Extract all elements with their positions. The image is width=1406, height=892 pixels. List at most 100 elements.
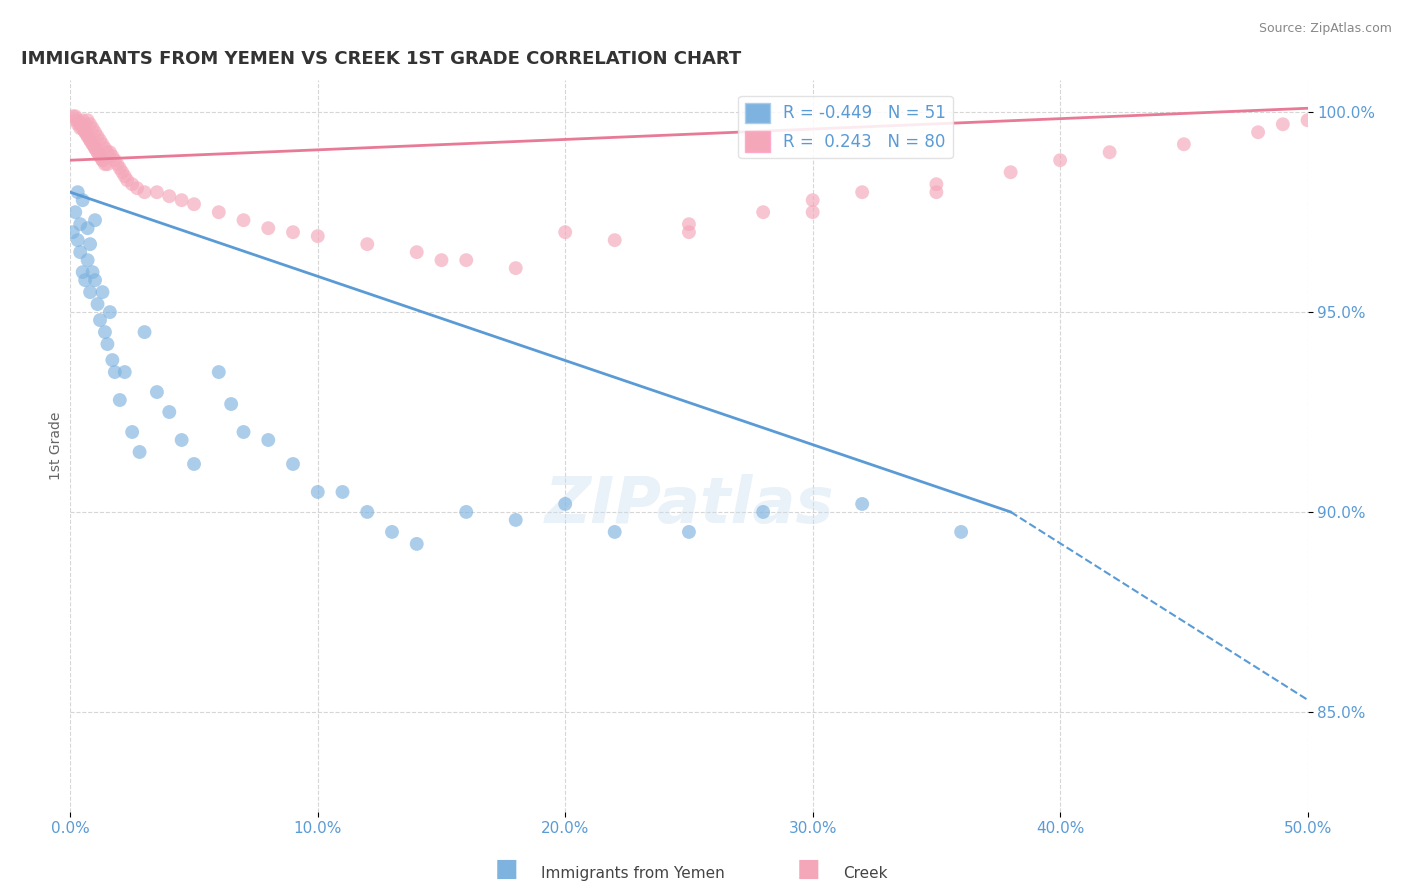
Point [678,217,700,231]
Point [84,273,107,287]
Point [84,125,107,139]
Point [96,157,118,171]
Text: IMMIGRANTS FROM YEMEN VS CREEK 1ST GRADE CORRELATION CHART: IMMIGRANTS FROM YEMEN VS CREEK 1ST GRADE… [21,50,741,68]
Point [115,173,138,187]
Point [108,161,131,176]
Point [86,297,108,311]
Y-axis label: 1st Grade: 1st Grade [49,412,63,480]
Point [925,185,948,199]
Point [1098,145,1121,160]
Point [65,109,87,123]
Point [801,205,824,219]
Point [104,365,127,379]
Point [332,485,354,500]
Text: Source: ZipAtlas.com: Source: ZipAtlas.com [1258,22,1392,36]
Point [94,325,117,339]
Point [170,433,193,447]
Point [603,524,626,539]
Point [208,365,231,379]
Point [121,425,143,439]
Point [69,245,91,260]
Point [82,137,104,152]
Point [281,225,304,239]
Point [104,153,127,168]
Point [1271,117,1294,131]
Legend: R = -0.449   N = 51, R =  0.243   N = 80: R = -0.449 N = 51, R = 0.243 N = 80 [738,96,953,158]
Point [1000,165,1022,179]
Point [69,217,91,231]
Point [752,205,775,219]
Point [101,353,124,368]
Point [66,185,89,199]
Point [219,397,242,411]
Point [89,313,111,327]
Point [157,189,180,203]
Point [307,485,329,500]
Point [89,133,111,147]
Point [72,193,94,207]
Point [76,113,98,128]
Point [91,153,114,168]
Point [950,524,973,539]
Point [84,213,107,227]
Point [72,265,94,279]
Point [307,229,329,244]
Point [79,285,101,299]
Point [69,117,91,131]
Point [456,253,478,268]
Point [65,205,87,219]
Point [554,225,576,239]
Point [127,181,149,195]
Point [146,185,169,199]
Point [208,205,231,219]
Point [89,149,111,163]
Point [65,113,87,128]
Point [86,145,108,160]
Point [86,129,108,144]
Point [79,117,101,131]
Point [76,129,98,144]
Point [82,265,104,279]
Point [603,233,626,247]
Point [430,253,453,268]
Point [1296,113,1319,128]
Point [76,221,98,235]
Point [554,497,576,511]
Point [356,505,378,519]
Point [114,365,136,379]
Point [356,237,378,252]
Point [851,185,873,199]
Point [66,233,89,247]
Point [75,125,97,139]
Point [183,197,205,211]
Text: Immigrants from Yemen: Immigrants from Yemen [541,866,725,881]
Point [76,129,98,144]
Point [82,137,104,152]
Point [62,109,84,123]
Point [381,524,404,539]
Point [257,433,280,447]
Point [66,113,89,128]
Point [1173,137,1195,152]
Point [82,121,104,136]
Point [232,213,254,227]
Point [505,513,527,527]
Point [128,445,150,459]
Point [75,117,97,131]
Point [84,141,107,155]
Point [75,125,97,139]
Point [69,121,91,136]
Point [1247,125,1270,139]
Point [72,121,94,136]
Text: Creek: Creek [844,866,889,881]
Point [96,337,118,351]
Point [1049,153,1071,168]
Point [108,392,131,407]
Point [91,153,114,168]
Text: ■: ■ [797,857,820,881]
Point [183,457,205,471]
Point [851,497,873,511]
Point [105,157,128,171]
Point [405,537,427,551]
Point [257,221,280,235]
